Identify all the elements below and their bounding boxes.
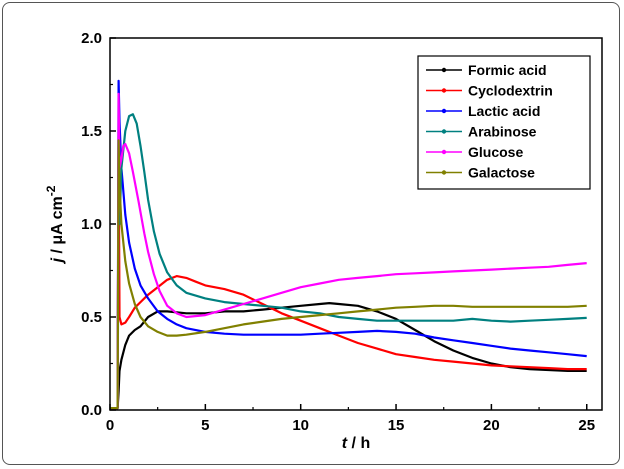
series-line (110, 113, 587, 410)
legend-marker (441, 170, 447, 175)
x-tick-label: 5 (201, 417, 209, 434)
series-line (110, 129, 587, 410)
legend-marker (441, 108, 447, 114)
y-tick-label: 0.0 (81, 402, 102, 419)
axis-ticks: 0 5 10 15 20 25 0.0 0.5 1.0 1.5 2.0 (81, 30, 595, 434)
legend-label: Lactic acid (468, 103, 540, 119)
legend-label: Arabinose (468, 124, 537, 140)
y-tick-label: 0.5 (81, 309, 102, 326)
y-axis-unit: / μA cm (49, 196, 66, 258)
legend-label: Galactose (468, 165, 535, 181)
x-tick-label: 25 (578, 417, 595, 434)
y-tick-label: 1.5 (81, 123, 102, 140)
x-axis-title: t / h (342, 435, 370, 452)
y-axis-variable: j (49, 257, 66, 264)
legend-label: Cyclodextrin (468, 83, 553, 99)
series-line (110, 139, 587, 410)
series-layer (110, 79, 587, 410)
y-axis-title: j / μA cm-2 (44, 185, 66, 264)
series-line (110, 92, 587, 410)
x-tick-label: 10 (292, 417, 309, 434)
legend-box (417, 55, 591, 190)
series-line (110, 79, 587, 410)
x-axis-variable: t (342, 435, 348, 452)
legend-label: Glucose (468, 144, 523, 160)
x-axis-unit: / h (347, 435, 370, 452)
x-tick-label: 15 (388, 417, 405, 434)
legend-marker (441, 67, 447, 73)
y-axis-unit-exponent: -2 (44, 185, 58, 196)
x-tick-label: 20 (483, 417, 500, 434)
x-tick-label: 0 (106, 417, 114, 434)
legend-label: Formic acid (468, 62, 547, 78)
legend-marker (441, 149, 447, 155)
legend-marker (441, 129, 447, 134)
legend-marker (441, 88, 447, 93)
legend: Formic acid Cyclodextrin Lactic acid Arabin… (417, 55, 591, 190)
y-tick-label: 1.0 (81, 216, 102, 233)
y-tick-label: 2.0 (81, 30, 102, 47)
